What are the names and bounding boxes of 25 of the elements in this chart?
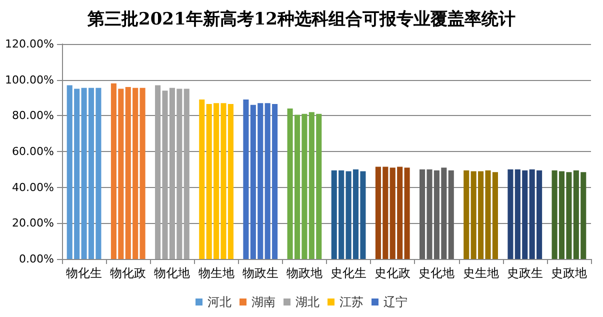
- x-tick-label: 史化生: [330, 266, 367, 280]
- x-tick-label: 物生地: [198, 266, 234, 280]
- x-tick-label: 史生地: [462, 266, 499, 280]
- legend-label: 江苏: [340, 295, 364, 309]
- x-tick-label: 史政地: [550, 266, 587, 280]
- x-tick-label: 物化政: [110, 266, 146, 280]
- y-tick-label: 40.00%: [12, 180, 54, 194]
- y-tick-label: 80.00%: [12, 109, 54, 122]
- y-tick-label: 120.00%: [5, 38, 54, 50]
- y-tick-label: 20.00%: [12, 216, 54, 230]
- x-tick-label: 物政地: [286, 266, 322, 280]
- x-tick-label: 史化地: [418, 266, 455, 280]
- x-tick-label: 史政生: [506, 266, 543, 280]
- legend-label: 辽宁: [384, 295, 408, 309]
- x-tick-label: 物化地: [154, 266, 190, 280]
- legend-label: 湖北: [296, 295, 320, 309]
- x-tick-label: 史化政: [374, 266, 411, 280]
- legend-label: 河北: [208, 295, 232, 309]
- x-tick-label: 物化生: [66, 266, 102, 280]
- y-tick-label: 0.00%: [19, 252, 54, 266]
- chart-title: 第三批2021年新高考12种选科组合可报专业覆盖率统计: [86, 8, 516, 30]
- x-tick-label: 物政生: [242, 266, 278, 280]
- y-tick-label: 60.00%: [12, 145, 54, 158]
- y-tick-label: 100.00%: [5, 73, 54, 86]
- legend-label: 湖南: [252, 295, 276, 309]
